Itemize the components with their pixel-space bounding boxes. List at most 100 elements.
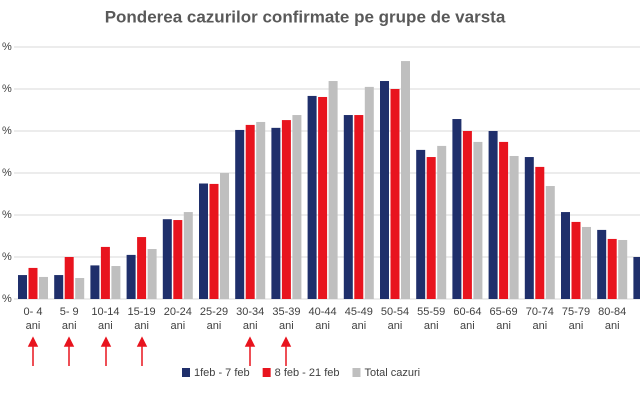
bar	[162, 219, 172, 299]
bar	[437, 145, 447, 299]
x-tick-label: 30-34	[236, 306, 264, 318]
y-tick-label: %	[2, 125, 12, 137]
bar	[390, 89, 400, 299]
bar	[126, 254, 136, 299]
arrow	[100, 336, 112, 366]
y-tick-label: %	[2, 41, 12, 53]
x-tick-label: 75-79	[562, 306, 590, 318]
x-tick-label: 35-39	[272, 306, 300, 318]
bar	[100, 246, 110, 299]
bar	[488, 131, 498, 299]
x-tick-label: 20-24	[164, 306, 192, 318]
bar	[245, 124, 255, 299]
chart-title: Ponderea cazurilor confirmate pe grupe d…	[105, 7, 506, 26]
bar	[473, 141, 483, 299]
x-tick-label: 45-49	[345, 306, 373, 318]
x-tick-label: ani	[98, 320, 113, 332]
bar	[271, 127, 281, 299]
bar	[111, 266, 121, 299]
arrow	[280, 336, 292, 366]
arrow	[27, 336, 39, 366]
x-tick-label: 25-29	[200, 306, 228, 318]
y-tick-label: %	[2, 167, 12, 179]
x-tick-label: ani	[532, 320, 547, 332]
bar	[75, 278, 85, 299]
bar	[281, 120, 291, 299]
bar	[90, 265, 100, 299]
x-tick-label: ani	[279, 320, 294, 332]
arrow	[244, 336, 256, 366]
bar	[633, 257, 640, 299]
bar	[18, 275, 27, 299]
bar	[561, 212, 570, 299]
y-tick-label: %	[2, 209, 12, 221]
bar	[307, 95, 317, 300]
bar	[39, 276, 48, 299]
x-tick-label: 50-54	[381, 306, 409, 318]
x-tick-label: ani	[134, 320, 149, 332]
y-tick-label: %	[2, 293, 12, 305]
arrow	[136, 336, 148, 366]
arrow	[63, 336, 75, 366]
bar	[416, 149, 426, 299]
bar	[524, 157, 534, 299]
legend-label: 8 feb - 21 feb	[275, 367, 340, 379]
annotation-arrows	[27, 336, 292, 366]
bar	[364, 86, 374, 300]
bar	[209, 183, 219, 299]
bar	[147, 249, 157, 299]
x-tick-label: 40-44	[309, 306, 337, 318]
x-tick-label: ani	[170, 320, 185, 332]
bar	[343, 115, 353, 299]
bar	[256, 121, 266, 299]
legend-swatch	[352, 368, 361, 377]
bar	[54, 275, 64, 299]
bar	[426, 157, 436, 299]
x-tick-label: ani	[243, 320, 258, 332]
bar	[173, 220, 183, 299]
bar	[220, 173, 229, 299]
x-tick-label: 5- 9	[60, 306, 79, 318]
x-tick-label: ani	[207, 320, 222, 332]
y-tick-label: %	[2, 83, 12, 95]
bar	[545, 186, 555, 299]
x-tick-label: ani	[424, 320, 439, 332]
x-tick-label: ani	[460, 320, 475, 332]
x-tick-label: 55-59	[417, 306, 445, 318]
x-tick-label: 65-69	[490, 306, 518, 318]
bar	[64, 257, 74, 299]
bar	[462, 131, 472, 299]
bar	[452, 119, 462, 299]
x-tick-label: 70-74	[526, 306, 554, 318]
x-tick-label: ani	[315, 320, 330, 332]
x-tick-label: ani	[26, 320, 41, 332]
x-tick-label: 10-14	[91, 306, 119, 318]
bar	[618, 239, 628, 299]
bar	[401, 61, 410, 299]
bar	[535, 166, 545, 299]
bar	[354, 115, 364, 299]
bar	[28, 267, 38, 299]
y-tick-label: %	[2, 251, 12, 263]
legend-label: Total cazuri	[364, 367, 420, 379]
x-tick-label: ani	[496, 320, 511, 332]
legend-label: 1feb - 7 feb	[194, 367, 250, 379]
bar	[199, 183, 208, 299]
bar	[183, 212, 193, 299]
bar	[607, 238, 617, 299]
bar	[597, 229, 607, 299]
x-tick-label: 80-84	[598, 306, 626, 318]
x-tick-label: 60-64	[453, 306, 481, 318]
bar	[571, 221, 581, 299]
x-tick-label: ani	[388, 320, 403, 332]
bar	[235, 129, 245, 299]
bar	[292, 115, 302, 299]
bar	[509, 155, 519, 299]
x-tick-label: 0- 4	[24, 306, 43, 318]
legend-swatch	[262, 368, 271, 377]
x-tick-label: ani	[569, 320, 584, 332]
legend-swatch	[182, 368, 190, 377]
bar	[582, 226, 591, 299]
x-tick-label: ani	[351, 320, 366, 332]
